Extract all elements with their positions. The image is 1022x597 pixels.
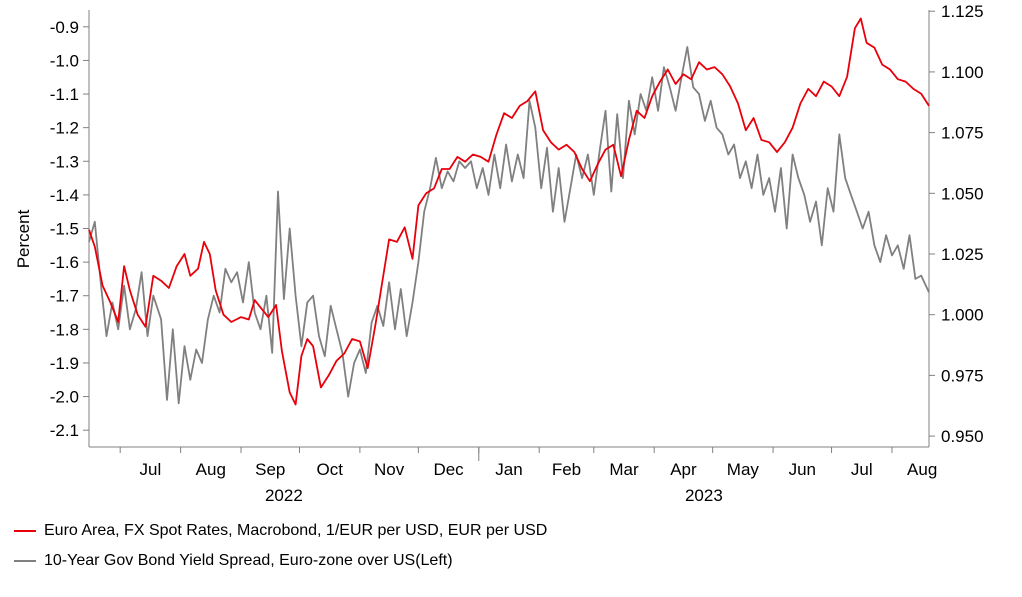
y-right-tick-label-5: 1.000 (941, 306, 984, 325)
y-right-tick-label-4: 1.025 (941, 245, 984, 264)
y-left-tick-label-3: -1.2 (50, 119, 79, 138)
y-left-tick-label-12: -2.1 (50, 421, 79, 440)
y-right-tick-label-6: 0.975 (941, 366, 984, 385)
y-right-tick-label-0: 1.125 (941, 2, 984, 21)
y-left-tick-label-11: -2.0 (50, 388, 79, 407)
y-left-tick-label-10: -1.9 (50, 354, 79, 373)
series-layer (88, 17, 930, 406)
x-tick-label-7: Feb (552, 460, 581, 479)
x-year-label-1: 2023 (685, 486, 723, 505)
x-tick-label-10: May (727, 460, 760, 479)
legend-swatch-grey (14, 560, 36, 562)
x-tick-label-8: Mar (609, 460, 639, 479)
legend-item-fx-rate: Euro Area, FX Spot Rates, Macrobond, 1/E… (14, 522, 547, 540)
y-left-tick-label-7: -1.6 (50, 253, 79, 272)
series-line-yield-spread (88, 46, 930, 405)
x-tick-label-5: Dec (433, 460, 464, 479)
legend-item-yield-spread: 10-Year Gov Bond Yield Spread, Euro-zone… (14, 552, 453, 570)
x-tick-label-11: Jun (789, 460, 816, 479)
legend-label-fx-rate: Euro Area, FX Spot Rates, Macrobond, 1/E… (44, 522, 548, 539)
x-year-label-0: 2022 (265, 486, 303, 505)
x-tick-label-13: Aug (907, 460, 937, 479)
legend-label-yield-spread: 10-Year Gov Bond Yield Spread, Euro-zone… (44, 552, 453, 569)
y-right-tick-label-1: 1.100 (941, 63, 984, 82)
legend-swatch-red (14, 530, 36, 532)
y-left-tick-label-0: -0.9 (50, 18, 79, 37)
series-line-fx-rate (88, 17, 930, 406)
x-tick-label-0: Jul (140, 460, 162, 479)
y-left-tick-label-4: -1.3 (50, 152, 79, 171)
x-tick-label-1: Aug (196, 460, 226, 479)
x-tick-label-6: Jan (495, 460, 522, 479)
y-left-tick-label-6: -1.5 (50, 220, 79, 239)
y-right-tick-label-3: 1.050 (941, 184, 984, 203)
y-left-tick-label-8: -1.7 (50, 287, 79, 306)
x-tick-label-12: Jul (851, 460, 873, 479)
y-left-tick-label-1: -1.0 (50, 51, 79, 70)
y-left-tick-label-2: -1.1 (50, 85, 79, 104)
y-axis-left-title: Percent (14, 209, 33, 268)
x-tick-label-3: Oct (316, 460, 343, 479)
y-left-tick-label-5: -1.4 (50, 186, 79, 205)
y-right-tick-label-2: 1.075 (941, 124, 984, 143)
y-left-tick-label-9: -1.8 (50, 320, 79, 339)
axes-layer: -0.9 -1.0 -1.1 -1.2 -1.3 -1.4 -1.5 -1.6 -1.7 -1.8… (50, 2, 984, 505)
x-tick-label-2: Sep (255, 460, 285, 479)
x-tick-label-9: Apr (670, 460, 697, 479)
y-right-tick-label-7: 0.950 (941, 427, 984, 446)
x-tick-label-4: Nov (374, 460, 405, 479)
